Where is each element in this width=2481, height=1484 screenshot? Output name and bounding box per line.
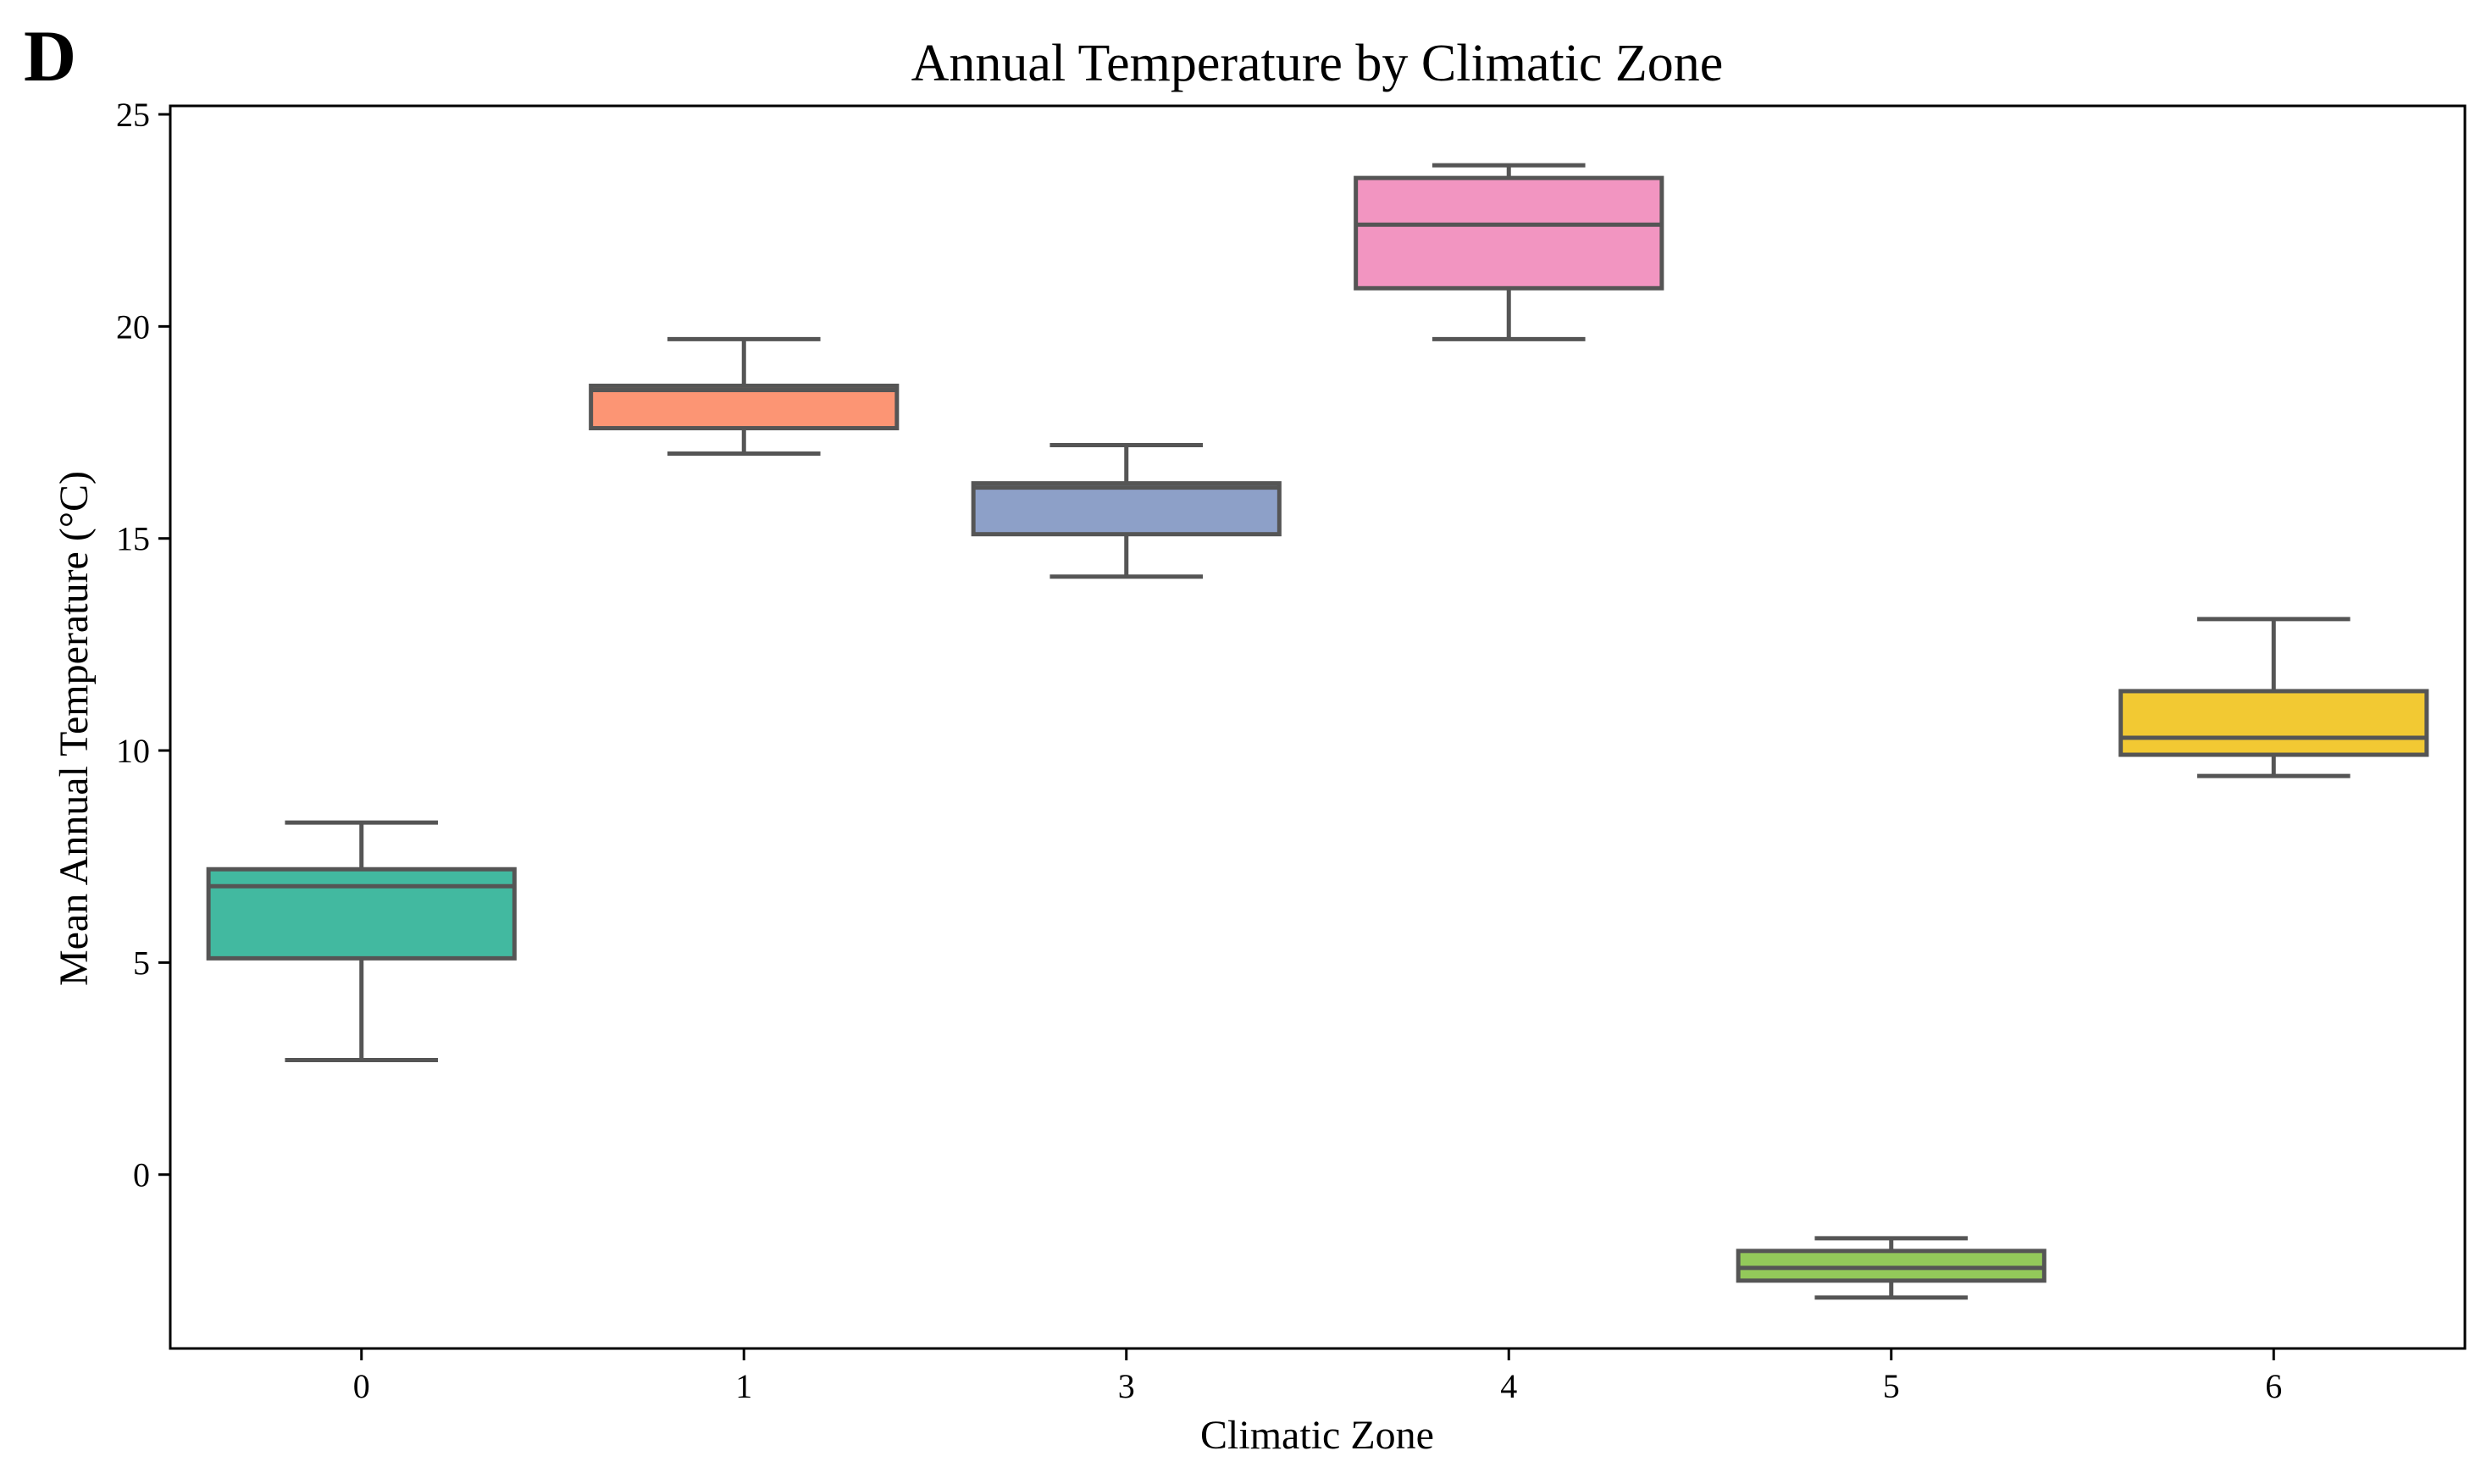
y-tick-label: 10 bbox=[116, 732, 150, 770]
plot-area: 0 5 10 15 20 25 0 1 3 4 5 6 bbox=[116, 96, 2467, 1405]
y-axis-label: Mean Annual Temperature (°C) bbox=[52, 471, 97, 986]
box-group: 3 bbox=[971, 443, 1282, 1405]
x-tick-label: 0 bbox=[353, 1367, 370, 1405]
y-tick-label: 0 bbox=[133, 1156, 150, 1194]
y-tick-label: 5 bbox=[133, 944, 150, 982]
x-tick-label: 5 bbox=[1883, 1367, 1900, 1405]
plot-frame bbox=[169, 104, 2467, 1350]
box-group: 4 bbox=[1354, 163, 1664, 1405]
box-cat-0 bbox=[206, 867, 517, 961]
box-cat-5 bbox=[1736, 1249, 2046, 1283]
box-group: 5 bbox=[1736, 1236, 2046, 1405]
box-group: 1 bbox=[589, 336, 900, 1405]
box-cat-4 bbox=[1354, 175, 1664, 291]
y-tick-label: 15 bbox=[116, 520, 150, 558]
box-cat-6 bbox=[2118, 689, 2429, 757]
x-tick-label: 3 bbox=[1118, 1367, 1135, 1405]
y-tick-label: 25 bbox=[116, 96, 150, 134]
panel-label: D bbox=[24, 15, 76, 97]
box-group: 0 bbox=[206, 820, 517, 1405]
box-group: 6 bbox=[2118, 617, 2429, 1405]
x-tick-label: 6 bbox=[2265, 1367, 2282, 1405]
chart-title: Annual Temperature by Climatic Zone bbox=[911, 35, 1724, 92]
box-cat-3 bbox=[971, 481, 1282, 537]
x-tick-label: 4 bbox=[1500, 1367, 1517, 1405]
x-axis-label: Climatic Zone bbox=[1200, 1413, 1434, 1458]
box-cat-1 bbox=[589, 383, 900, 431]
y-tick-label: 20 bbox=[116, 307, 150, 346]
x-tick-label: 1 bbox=[735, 1367, 752, 1405]
